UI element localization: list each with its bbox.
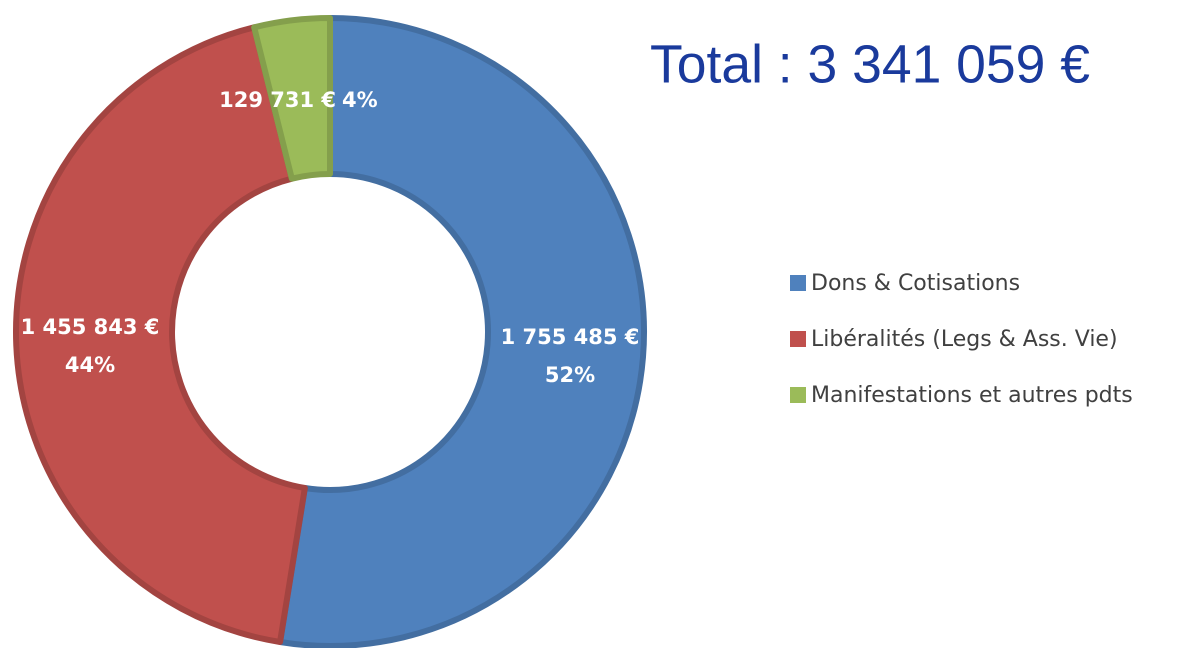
data-label: 129 731 € [219, 88, 336, 112]
donut-slice [251, 15, 333, 182]
legend-label: Libéralités (Legs & Ass. Vie) [811, 327, 1118, 352]
legend-swatch [790, 331, 806, 347]
chart-title: Total : 3 341 059 € [650, 34, 1090, 94]
donut-slice [13, 24, 308, 646]
donut-slice [277, 15, 647, 648]
data-label: 1 755 485 € [501, 325, 640, 349]
data-label: 52% [545, 363, 595, 387]
legend-swatch [790, 275, 806, 291]
legend-label: Manifestations et autres pdts [811, 383, 1133, 408]
data-label: 4% [342, 88, 378, 112]
data-label: 1 455 843 € [21, 315, 160, 339]
legend-label: Dons & Cotisations [811, 271, 1020, 296]
legend-swatch [790, 387, 806, 403]
data-label: 44% [65, 353, 115, 377]
